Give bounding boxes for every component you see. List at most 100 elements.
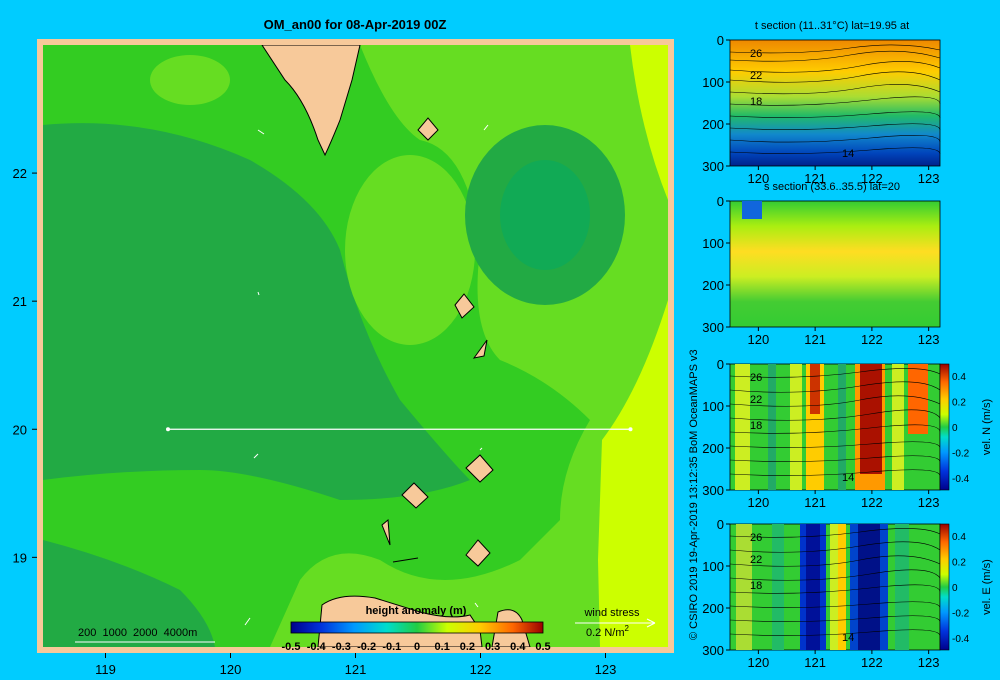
map-y-tick-label: 19 (13, 550, 27, 565)
section-x-tick-label: 123 (918, 655, 940, 670)
section-y-tick-label: 0 (717, 33, 724, 48)
contour-label: 18 (750, 420, 762, 432)
zone-eddy-core (500, 160, 590, 270)
contour-label: 22 (750, 70, 762, 82)
contour-label: 14 (842, 632, 854, 644)
section-end-dot (628, 427, 633, 432)
land-island-b (454, 293, 475, 319)
colorbar-label: height anomaly (m) (366, 605, 467, 617)
ve-colorbar (939, 523, 950, 651)
side-colorbar-tick-label: 0 (952, 423, 958, 434)
map-y-axis: 22 21 20 19 (13, 166, 37, 565)
vn-colorbar (939, 363, 950, 491)
side-colorbar-tick-label: -0.2 (952, 449, 970, 460)
ve-section-axes: 120 121 122 123 0 100 200 300 (702, 517, 939, 670)
map-y-tick-label: 22 (13, 166, 27, 181)
section-x-tick-label: 122 (861, 171, 883, 186)
zone-yellow-east (598, 45, 668, 647)
section-x-tick-label: 122 (861, 655, 883, 670)
vn-section-contours (729, 368, 941, 477)
t-section-title: t section (11..31°C) lat=19.95 at (755, 20, 909, 32)
section-y-tick-label: 300 (702, 483, 724, 498)
side-colorbar-tick-label: 0.4 (952, 532, 966, 543)
section-x-tick-label: 122 (861, 495, 883, 510)
credit-text: © CSIRO 2019 19-Apr-2019 13:12:35 BoM Oc… (688, 349, 700, 640)
land-island-g (381, 518, 391, 546)
section-x-tick-label: 123 (918, 171, 940, 186)
map-x-tick-label: 121 (345, 662, 367, 677)
section-y-tick-label: 100 (702, 236, 724, 251)
t-section-axes: 120 121 122 123 0 100 200 300 (702, 33, 939, 186)
map-x-tick-label: 122 (470, 662, 492, 677)
section-x-tick-label: 121 (804, 171, 826, 186)
vn-colorbar-ticks: 0.4 0.2 0 -0.2 -0.4 (952, 372, 970, 485)
vn-colorbar-label: vel. N (m/s) (981, 399, 993, 455)
zone-dark-green-west (43, 123, 470, 500)
depth-legend-text: 200 1000 2000 4000m (78, 627, 197, 639)
section-y-tick-label: 0 (717, 194, 724, 209)
section-x-tick-label: 123 (918, 332, 940, 347)
zone-light-patch-nw (150, 55, 230, 105)
side-colorbar-tick-label: -0.4 (952, 474, 970, 485)
section-y-tick-label: 100 (702, 559, 724, 574)
colorbar-tick-label: 0 (414, 641, 420, 653)
map-field (43, 45, 668, 647)
section-x-tick-label: 121 (804, 332, 826, 347)
section-y-tick-label: 100 (702, 399, 724, 414)
land-luzon-north (317, 595, 483, 647)
colorbar-tick-label: 0.1 (435, 641, 450, 653)
section-y-tick-label: 300 (702, 320, 724, 335)
section-x-tick-label: 122 (861, 332, 883, 347)
contour-label: 22 (750, 394, 762, 406)
contour-label: 22 (750, 554, 762, 566)
colorbar-tick-label: 0.4 (510, 641, 526, 653)
land-island-e (401, 482, 429, 509)
section-x-tick-label: 123 (918, 495, 940, 510)
map-x-axis: 119 120 121 122 123 (95, 653, 616, 677)
section-x-tick-label: 120 (748, 171, 770, 186)
wind-legend-label: wind stress (583, 607, 640, 619)
s-section-plot (729, 200, 941, 328)
section-x-tick-label: 121 (804, 655, 826, 670)
ve-section-contour-labels: 26 22 18 14 (750, 532, 854, 644)
vn-section-plot (729, 363, 941, 491)
vn-section-axes: 120 121 122 123 0 100 200 300 (702, 357, 939, 510)
wind-legend-arrowhead (646, 618, 656, 628)
side-colorbar-tick-label: -0.4 (952, 634, 970, 645)
colorbar-gradient (290, 621, 544, 634)
s-section-low-patch (742, 201, 762, 219)
section-x-tick-label: 120 (748, 655, 770, 670)
side-colorbar-tick-label: -0.2 (952, 609, 970, 620)
map-x-tick-label: 120 (220, 662, 242, 677)
contour-label: 14 (842, 148, 854, 160)
section-y-tick-label: 100 (702, 75, 724, 90)
map-x-tick-label: 123 (595, 662, 617, 677)
t-section-contours (729, 44, 941, 155)
section-y-tick-label: 200 (702, 117, 724, 132)
contour-label: 26 (750, 532, 762, 544)
wind-arrows (244, 124, 489, 626)
contour-label: 26 (750, 48, 762, 60)
colorbar-tick-label: 0.5 (535, 641, 550, 653)
colorbar-tick-label: 0.2 (460, 641, 475, 653)
map-x-tick-label: 119 (95, 662, 116, 677)
section-x-tick-label: 120 (748, 495, 770, 510)
vn-section-bands (735, 364, 928, 490)
section-y-tick-label: 300 (702, 643, 724, 658)
side-colorbar-tick-label: 0 (952, 583, 958, 594)
contour-label: 18 (750, 96, 762, 108)
vn-section-contour-labels: 26 22 18 14 (750, 372, 854, 484)
contour-label: 14 (842, 472, 854, 484)
section-y-tick-label: 200 (702, 441, 724, 456)
colorbar-ticks: -0.5 -0.4 -0.3 -0.2 -0.1 0 0.1 0.2 0.3 0.4 0.5 (282, 641, 551, 653)
section-y-tick-label: 200 (702, 278, 724, 293)
section-y-tick-label: 0 (717, 357, 724, 372)
colorbar-tick-label: 0.3 (485, 641, 500, 653)
side-colorbar-tick-label: 0.4 (952, 372, 966, 383)
map-y-tick-label: 21 (13, 294, 27, 309)
section-y-tick-label: 200 (702, 601, 724, 616)
t-section-contour-labels: 26 22 18 14 (750, 48, 854, 160)
section-x-tick-label: 120 (748, 332, 770, 347)
land-island-a (417, 117, 439, 141)
